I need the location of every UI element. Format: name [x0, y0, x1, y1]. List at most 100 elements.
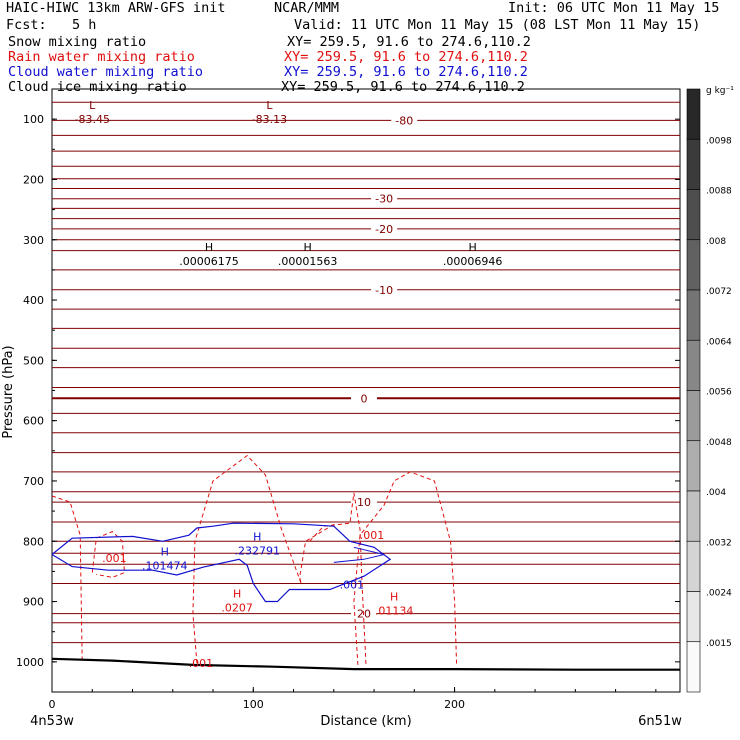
y-tick-label: 500 [23, 354, 44, 367]
field-label-snow: Snow mixing ratio [8, 34, 147, 50]
colorbar-swatch [686, 189, 701, 241]
rain-contour-line [192, 454, 303, 664]
isotherm-label: -20 [375, 223, 393, 236]
chart-labels: L-83.45L-83.13H.00006175H.00001563H.0000… [75, 99, 503, 670]
field-label-cloud-water: Cloud water mixing ratio [8, 64, 204, 80]
isotherm-label: -10 [375, 284, 393, 297]
extremum-marker: H [253, 530, 261, 543]
plot-frame [51, 88, 681, 693]
colorbar-unit: g kg⁻¹ [706, 86, 734, 96]
colorbar-label: .0064 [706, 337, 732, 347]
colorbar-swatch [686, 88, 701, 140]
y-tick-label: 600 [23, 415, 44, 428]
header-fcst-label: Fcst: [6, 17, 47, 33]
header-init: Init: 06 UTC Mon 11 May 15 [508, 0, 720, 16]
rain-contour-line [309, 492, 367, 665]
y-tick-label: 1000 [16, 656, 44, 669]
contour-label: .001 [360, 529, 385, 542]
cloud-water-contour-inner [333, 546, 385, 563]
cloud-water-contours [51, 522, 392, 603]
isotherm-label-bg [391, 114, 418, 127]
field-xy-snow: XY= 259.5, 91.6 to 274.6,110.2 [287, 34, 531, 50]
extremum-value: .00006175 [179, 255, 239, 268]
terrain-profile [51, 657, 680, 671]
extremum-value: .101474 [142, 559, 188, 572]
extremum-value: .00006946 [443, 255, 503, 268]
y-tick-label: 400 [23, 294, 44, 307]
isotherm-label: 0 [360, 392, 367, 405]
y-tick-label: 900 [23, 596, 44, 609]
extremum-value: .01134 [375, 605, 414, 618]
terrain-line [51, 657, 680, 671]
colorbar-swatch [686, 641, 701, 693]
contour-label: .001 [340, 579, 365, 592]
y-tick-label: 200 [23, 173, 44, 186]
header-valid: Valid: 11 UTC Mon 11 May 15 (08 LST Mon … [294, 17, 701, 33]
isotherm-label-bg [371, 192, 398, 205]
colorbar-swatch [686, 490, 701, 542]
colorbar-label: .0098 [706, 136, 732, 146]
colorbar: .0098 .0088 .008 .0072 .0064 .0056 .0048 .004 .0… [686, 88, 732, 693]
x-tick-label: 100 [243, 698, 264, 711]
isotherm-label: -30 [375, 193, 393, 206]
extremum-value: -83.45 [75, 113, 110, 126]
colorbar-swatch [686, 540, 701, 592]
isotherm-label: 10 [357, 496, 371, 509]
isotherm-label: -80 [395, 114, 413, 127]
field-xy-cloud-ice: XY= 259.5, 91.6 to 274.6,110.2 [281, 79, 525, 95]
extremum-marker: H [303, 241, 311, 254]
colorbar-label: .0032 [706, 538, 732, 548]
x-axis-label: Distance (km) [320, 714, 411, 729]
colorbar-label: .0088 [706, 187, 732, 197]
y-tick-label: 800 [23, 535, 44, 548]
colorbar-swatch [686, 289, 701, 341]
colorbar-label: .008 [706, 237, 726, 247]
field-label-rain: Rain water mixing ratio [8, 49, 195, 65]
rain-contour-line [91, 531, 126, 578]
extremum-value: -83.13 [252, 113, 287, 126]
isotherm-label-bg [350, 607, 377, 620]
colorbar-label: .0072 [706, 287, 732, 297]
y-tick-label: 100 [23, 113, 44, 126]
extremum-marker: L [89, 99, 96, 112]
cloud-water-contour [51, 522, 392, 603]
isotherm-label-bg [371, 283, 398, 296]
isotherm-label-bg [350, 496, 377, 509]
colorbar-swatch [686, 440, 701, 492]
colorbar-swatch [686, 239, 701, 291]
colorbar-swatch [686, 339, 701, 391]
isotherm-label-bg [350, 392, 377, 405]
rain-contour-line [299, 523, 335, 585]
contour-label: .001 [102, 552, 127, 565]
extremum-marker: H [390, 591, 398, 604]
header-org: NCAR/MMM [274, 0, 340, 16]
x-tick-label: 0 [49, 698, 56, 711]
header-fcst-value: 5 h [72, 17, 97, 33]
y-tick-label: 700 [23, 475, 44, 488]
colorbar-swatch [686, 390, 701, 442]
endpoint-right: 6n51w [638, 714, 682, 729]
extremum-marker: H [205, 241, 213, 254]
isotherm-label-bg [371, 222, 398, 235]
rain-contour-line [353, 471, 458, 665]
colorbar-label: .0056 [706, 388, 732, 398]
endpoint-left: 4n53w [30, 714, 74, 729]
field-xy-rain: XY= 259.5, 91.6 to 274.6,110.2 [284, 49, 528, 65]
rain-contour-line [51, 495, 83, 662]
colorbar-label: .0024 [706, 589, 732, 599]
colorbar-label: .0015 [706, 639, 732, 649]
colorbar-label: .004 [706, 488, 726, 498]
rain-water-contours [51, 454, 458, 665]
field-label-cloud-ice: Cloud ice mixing ratio [8, 79, 187, 95]
extremum-value: .0207 [221, 602, 253, 615]
y-axis-label: Pressure (hPa) [1, 345, 16, 438]
extremum-marker: H [233, 588, 241, 601]
colorbar-swatch [686, 138, 701, 190]
extremum-marker: H [469, 241, 477, 254]
field-xy-cloud-water: XY= 259.5, 91.6 to 274.6,110.2 [284, 64, 528, 80]
header-model: HAIC-HIWC 13km ARW-GFS init [6, 0, 226, 16]
extremum-value: .232791 [235, 544, 281, 557]
